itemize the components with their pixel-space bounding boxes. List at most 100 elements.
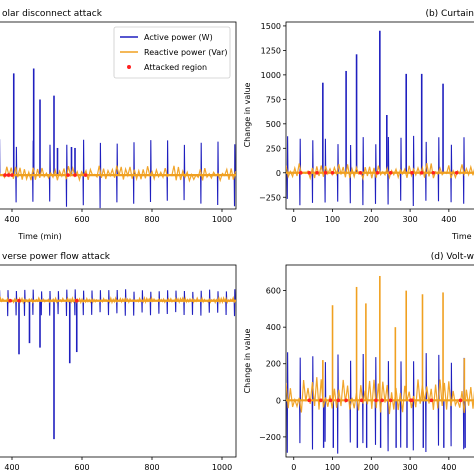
panel-b-yticks: −250 0 250 500 750 1000 1250 1500 (259, 22, 286, 202)
panel-d-attacked-marker-7 (380, 398, 384, 403)
panel-a-xtick-label-2: 800 (144, 215, 159, 224)
panel-b-ytick-label-4: 750 (266, 95, 281, 104)
panel-d-attacked-marker-11 (429, 398, 434, 403)
panel-b-attacked-marker-8 (410, 170, 414, 175)
panel-b-attacked-marker-3 (323, 170, 328, 175)
panel-c-xticks: 400 600 800 1000 (4, 457, 232, 472)
panel-d-ytick-label-4: 600 (266, 287, 281, 296)
panel-b-xtick-label-2: 200 (364, 215, 379, 224)
panel-d: (d) Volt-w 0 100 200 300 400 −2000200400600 … (243, 252, 474, 472)
panel-b-attacked-marker-0 (298, 170, 303, 175)
panel-d-ytick-label-3: 400 (266, 323, 281, 332)
panel-a-attacked-marker-5 (83, 173, 88, 177)
legend-box (113, 26, 231, 79)
panel-c-attacked-marker-1 (17, 298, 21, 303)
panel-a-attacked-marker-4 (73, 173, 77, 177)
panel-b-marks (286, 30, 474, 207)
panel-b-xtick-label-3: 300 (402, 215, 417, 224)
panel-b-attacked-marker-9 (419, 170, 424, 175)
panel-c-frame (0, 264, 237, 458)
panel-a-plot (0, 68, 237, 209)
panel-d-xtick-label-3: 300 (402, 463, 417, 472)
panel-c-plot (0, 289, 237, 440)
panel-d-xticks: 0 100 200 300 400 (291, 457, 456, 472)
panel-b-xtick-label-1: 100 (325, 215, 340, 224)
panel-d-reactive-series (286, 377, 474, 415)
panel-a-xtick-label-3: 1000 (212, 215, 232, 224)
panel-d-attacked-marker-8 (388, 398, 393, 403)
panel-a-frame (0, 21, 237, 210)
panel-c-marks (0, 289, 237, 440)
panel-b-ytick-label-7: 1500 (261, 22, 281, 31)
panel-b-ytick-label-3: 500 (266, 120, 281, 129)
panel-d-attacked-marker-6 (374, 398, 378, 403)
panel-c-xtick-label-0: 400 (4, 463, 19, 472)
panel-c-attacked-marker-0 (8, 298, 13, 303)
panel-b-title: (b) Curtain (425, 9, 474, 19)
panel-a-attacked-marker-2 (10, 173, 14, 177)
panel-b-attacked-marker-11 (454, 170, 459, 175)
panel-d-title: (d) Volt-w (431, 252, 474, 262)
legend: Active power (W) Reactive power (Var) At… (113, 26, 231, 79)
panel-a-title: olar disconnect attack (2, 9, 103, 19)
panel-a-xticks: 400 600 800 1000 (4, 209, 232, 224)
panel-a-xlabel: Time (min) (17, 232, 61, 241)
panel-b-attacked-marker-2 (315, 170, 319, 175)
legend-reactive-label: Reactive power (Var) (144, 48, 228, 57)
panel-b-ytick-label-2: 250 (266, 144, 281, 153)
panel-d-attacked-marker-2 (328, 398, 333, 403)
panel-c-xtick-label-3: 1000 (212, 463, 232, 472)
panel-c-title: verse power flow attack (2, 252, 111, 262)
panel-b: (b) Curtain 0 100 200 300 400 −250 0 250 500 750… (243, 9, 474, 241)
panel-d-attacked-marker-4 (344, 398, 348, 403)
legend-attacked-label: Attacked region (144, 63, 207, 72)
panel-b-frame (285, 21, 474, 210)
panel-d-attacked-marker-12 (458, 398, 463, 403)
legend-active-label: Active power (W) (144, 33, 213, 42)
panel-c-xtick-label-2: 800 (144, 463, 159, 472)
panel-d-attacked-marker-0 (307, 398, 312, 403)
panel-b-xtick-label-0: 0 (291, 215, 296, 224)
panel-d-attacked-marker-10 (410, 398, 414, 403)
panel-b-attacked-marker-7 (388, 170, 393, 175)
panel-c-xtick-label-1: 600 (74, 463, 89, 472)
panel-a-attacked-marker-1 (6, 173, 11, 177)
panel-b-attacked-marker-5 (358, 170, 363, 175)
panel-d-xtick-label-0: 0 (291, 463, 296, 472)
panel-d-ytick-label-0: −200 (259, 433, 281, 442)
panel-a-marks (0, 68, 237, 209)
panel-c-active-series (0, 289, 236, 317)
panel-d-ylabel: Change in value (243, 328, 252, 393)
panel-a-attacked-marker-0 (3, 173, 7, 177)
panel-b-plot (286, 30, 474, 207)
panel-a-xtick-label-0: 400 (4, 215, 19, 224)
panel-b-ytick-label-0: −250 (259, 193, 281, 202)
panel-d-ytick-label-1: 0 (276, 396, 281, 405)
panel-a-attacked-marker-3 (66, 173, 70, 177)
panel-a-active-series (0, 139, 236, 209)
panel-d-xtick-label-2: 200 (364, 463, 379, 472)
panel-b-xlabel: Time (451, 232, 472, 241)
panel-d-attacked-marker-3 (336, 398, 341, 403)
panel-b-ytick-label-1: 0 (276, 169, 281, 178)
panel-b-ylabel: Change in value (243, 82, 252, 147)
legend-attacked-marker (127, 65, 131, 69)
panel-d-yticks: −200 0 200 400 600 (259, 287, 286, 442)
panel-d-ytick-label-2: 200 (266, 360, 281, 369)
panel-c: verse power flow attack 400 600 800 1000 (0, 252, 237, 472)
panel-c-attacked-marker-2 (74, 298, 79, 303)
panel-b-attacked-marker-4 (330, 170, 335, 175)
panel-a-xtick-label-1: 600 (74, 215, 89, 224)
panel-b-ytick-label-5: 1000 (261, 71, 281, 80)
panel-b-attacked-marker-1 (307, 170, 312, 175)
panel-b-ytick-label-6: 1250 (261, 46, 281, 55)
panel-d-plot (286, 275, 474, 454)
panel-d-frame (285, 264, 474, 458)
panel-d-xtick-label-4: 400 (441, 463, 456, 472)
panel-d-xtick-label-1: 100 (325, 463, 340, 472)
panel-b-xtick-label-4: 400 (441, 215, 456, 224)
panel-a: olar disconnect attack 400 600 800 1000 Tim… (0, 9, 237, 241)
panel-b-xticks: 0 100 200 300 400 (291, 209, 456, 224)
panel-d-attacked-marker-1 (319, 398, 323, 403)
